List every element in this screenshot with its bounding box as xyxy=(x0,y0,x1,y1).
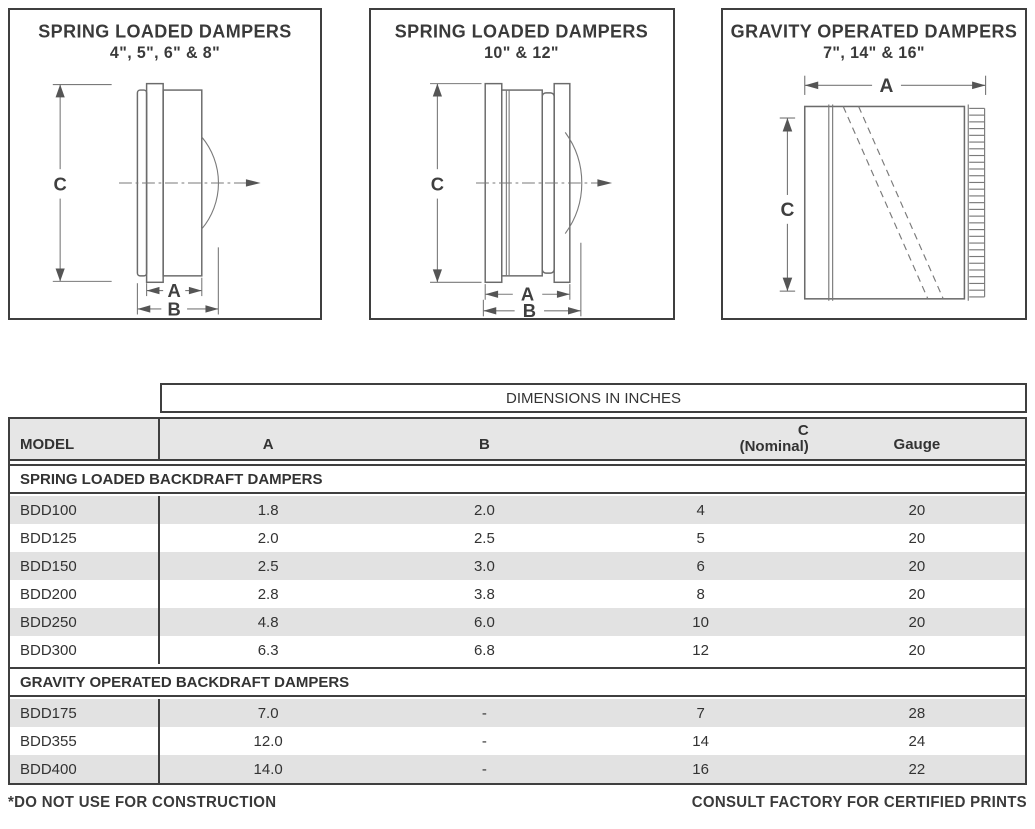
cell-gauge: 22 xyxy=(908,760,926,778)
table-row: BDD100 1.8 2.0 4 20 xyxy=(10,496,1025,524)
cell-model: BDD100 xyxy=(10,496,160,524)
col-header-gauge: Gauge xyxy=(893,436,941,453)
cell-b: 2.0 xyxy=(473,501,495,519)
cell-gauge: 20 xyxy=(908,585,926,603)
cell-gauge: 20 xyxy=(908,613,926,631)
dimensions-table: DIMENSIONS IN INCHES MODEL A B C (Nomina… xyxy=(8,383,1027,785)
dim-label-a: A xyxy=(168,280,181,301)
table-row: BDD200 2.8 3.8 8 20 xyxy=(10,580,1025,608)
dim-label-b: B xyxy=(522,300,535,320)
dim-label-b: B xyxy=(168,298,181,319)
table-row: BDD250 4.8 6.0 10 20 xyxy=(10,608,1025,636)
cell-c: 12 xyxy=(692,641,709,659)
cell-c: 10 xyxy=(692,613,709,631)
cell-gauge: 28 xyxy=(908,704,926,722)
panel-subtitle: 4", 5", 6" & 8" xyxy=(109,44,221,63)
cell-c: 16 xyxy=(692,760,709,778)
table-row: BDD175 7.0 - 7 28 xyxy=(10,699,1025,727)
cell-a: 4.8 xyxy=(257,613,279,631)
cell-gauge: 24 xyxy=(908,732,926,750)
cell-b: - xyxy=(481,732,487,750)
col-header-c-nominal: C (Nominal) xyxy=(593,419,809,459)
cell-gauge: 20 xyxy=(908,529,926,547)
cell-model: BDD300 xyxy=(10,636,160,664)
cell-model: BDD200 xyxy=(10,580,160,608)
col-header-c: C xyxy=(797,422,809,439)
table-row: BDD125 2.0 2.5 5 20 xyxy=(10,524,1025,552)
cell-b: 3.8 xyxy=(473,585,495,603)
cell-a: 2.0 xyxy=(257,529,279,547)
cell-a: 14.0 xyxy=(253,760,283,778)
cell-model: BDD250 xyxy=(10,608,160,636)
footer-consult-note: CONSULT FACTORY FOR CERTIFIED PRINTS xyxy=(691,793,1027,812)
section-header-gravity-operated: GRAVITY OPERATED BACKDRAFT DAMPERS xyxy=(10,667,1025,697)
cell-a: 1.8 xyxy=(257,501,279,519)
footer: *DO NOT USE FOR CONSTRUCTION CONSULT FAC… xyxy=(8,794,1027,812)
panel-gravity-operated: GRAVITY OPERATED DAMPERS 7", 14" & 16" A xyxy=(721,8,1027,320)
table-row: BDD150 2.5 3.0 6 20 xyxy=(10,552,1025,580)
dim-label-c: C xyxy=(430,173,443,194)
table-row: BDD355 12.0 - 14 24 xyxy=(10,727,1025,755)
cell-c: 4 xyxy=(696,501,705,519)
cell-b: 6.8 xyxy=(473,641,495,659)
cell-gauge: 20 xyxy=(908,501,926,519)
span-header-label: DIMENSIONS IN INCHES xyxy=(505,389,682,407)
cell-c: 6 xyxy=(696,557,705,575)
table-row: BDD400 14.0 - 16 22 xyxy=(10,755,1025,783)
cell-model: BDD175 xyxy=(10,699,160,727)
cell-b: 6.0 xyxy=(473,613,495,631)
damper-side-view-drawing: A xyxy=(779,75,987,301)
dim-label-c: C xyxy=(54,173,67,194)
panel-subtitle: 7", 14" & 16" xyxy=(823,44,925,63)
dim-label-a: A xyxy=(520,284,533,305)
cell-a: 12.0 xyxy=(253,732,283,750)
panel-title: SPRING LOADED DAMPERS xyxy=(38,20,292,42)
cell-b: - xyxy=(481,760,487,778)
dim-label-a: A xyxy=(880,76,894,97)
cell-c: 14 xyxy=(692,732,709,750)
col-header-a: A xyxy=(262,436,274,453)
cell-gauge: 20 xyxy=(908,641,926,659)
cell-model: BDD150 xyxy=(10,552,160,580)
cell-b: 2.5 xyxy=(473,529,495,547)
table-row: BDD300 6.3 6.8 12 20 xyxy=(10,636,1025,664)
cell-a: 2.8 xyxy=(257,585,279,603)
cell-c: 8 xyxy=(696,585,705,603)
cell-model: BDD400 xyxy=(10,755,160,783)
section-header-spring-loaded: SPRING LOADED BACKDRAFT DAMPERS xyxy=(10,464,1025,494)
table-body: MODEL A B C (Nominal) Gauge SPRING LOADE… xyxy=(8,417,1027,785)
panel-spring-loaded-large: SPRING LOADED DAMPERS 10" & 12" C xyxy=(368,8,675,320)
cell-a: 7.0 xyxy=(257,704,279,722)
footer-disclaimer: *DO NOT USE FOR CONSTRUCTION xyxy=(8,793,277,812)
diagram-panels: SPRING LOADED DAMPERS 4", 5", 6" & 8" C xyxy=(8,8,1027,320)
cell-c: 5 xyxy=(696,529,705,547)
cell-model: BDD355 xyxy=(10,727,160,755)
panel-title: SPRING LOADED DAMPERS xyxy=(394,20,649,42)
cell-a: 6.3 xyxy=(257,641,279,659)
cell-model: BDD125 xyxy=(10,524,160,552)
panel-spring-loaded-small: SPRING LOADED DAMPERS 4", 5", 6" & 8" C xyxy=(8,8,322,320)
panel-title: GRAVITY OPERATED DAMPERS xyxy=(730,20,1018,42)
cell-c: 7 xyxy=(696,704,705,722)
damper-side-view-drawing: C A xyxy=(52,82,261,319)
cell-b: - xyxy=(481,704,487,722)
dim-label-c: C xyxy=(780,200,794,221)
cell-b: 3.0 xyxy=(473,557,495,575)
col-header-nominal: (Nominal) xyxy=(739,438,809,455)
table-header-row: MODEL A B C (Nominal) Gauge xyxy=(10,419,1025,461)
col-header-b: B xyxy=(478,436,490,453)
panel-subtitle: 10" & 12" xyxy=(484,44,559,63)
cell-gauge: 20 xyxy=(908,557,926,575)
col-header-model: MODEL xyxy=(10,419,160,459)
damper-side-view-drawing: C A xyxy=(429,82,612,320)
table-span-header: DIMENSIONS IN INCHES xyxy=(160,383,1027,413)
cell-a: 2.5 xyxy=(257,557,279,575)
